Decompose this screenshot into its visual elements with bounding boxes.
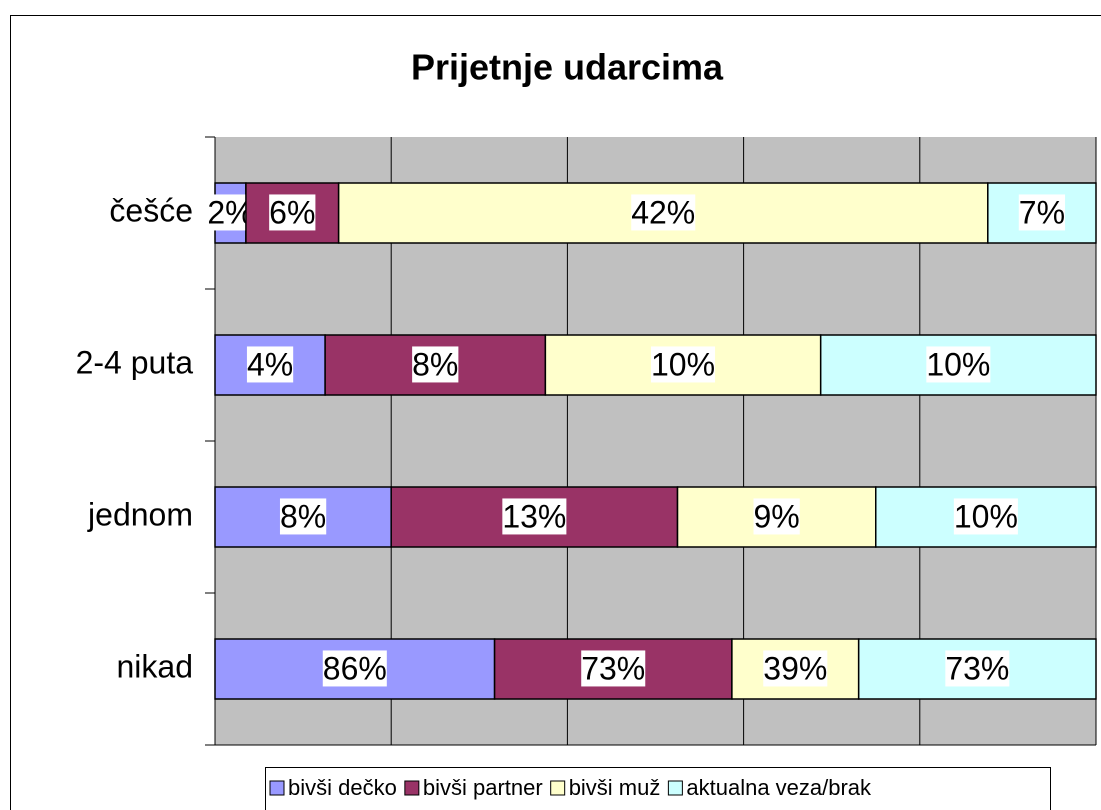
label-bg	[953, 498, 1018, 535]
label-bg	[412, 346, 459, 383]
data-label: 39%	[763, 650, 827, 686]
label-bg	[763, 650, 828, 687]
label-bg	[502, 498, 567, 535]
data-label: 10%	[926, 346, 990, 382]
data-label: 73%	[581, 650, 645, 686]
data-label: 8%	[412, 346, 458, 382]
y-tick-label: jednom	[87, 496, 193, 532]
legend-swatch	[404, 780, 420, 796]
label-bg	[651, 346, 716, 383]
label-bg	[246, 346, 294, 383]
legend-swatch	[269, 780, 285, 796]
label-bg	[945, 650, 1010, 687]
label-bg	[631, 194, 696, 231]
label-bg	[926, 346, 991, 383]
label-bg	[279, 498, 327, 535]
label-bg	[581, 650, 646, 687]
legend-label: bivši muž	[569, 775, 661, 800]
label-bg	[322, 650, 387, 687]
y-tick-label: češće	[109, 192, 193, 228]
data-label: 13%	[502, 498, 566, 534]
label-bg	[1018, 194, 1066, 231]
data-label: 9%	[754, 498, 800, 534]
legend-swatch	[550, 780, 566, 796]
legend-label: bivši dečko	[288, 775, 397, 800]
y-tick-label: 2-4 puta	[76, 344, 194, 380]
y-tick-label: nikad	[117, 648, 194, 684]
bar	[875, 486, 1097, 548]
legend-label: bivši partner	[423, 775, 543, 800]
data-label: 4%	[247, 346, 293, 382]
chart-title: Prijetnje udarcima	[411, 47, 724, 88]
data-label: 10%	[954, 498, 1018, 534]
data-label: 7%	[1019, 194, 1065, 230]
data-label: 8%	[280, 498, 326, 534]
data-label: 42%	[631, 194, 695, 230]
data-label: 6%	[269, 194, 315, 230]
data-label: 73%	[945, 650, 1009, 686]
label-bg	[269, 194, 316, 231]
label-bg	[753, 498, 800, 535]
legend-box	[265, 767, 1051, 810]
legend-label: aktualna veza/brak	[686, 775, 872, 800]
data-label: 10%	[651, 346, 715, 382]
legend-swatch	[667, 780, 683, 796]
data-label: 86%	[323, 650, 387, 686]
